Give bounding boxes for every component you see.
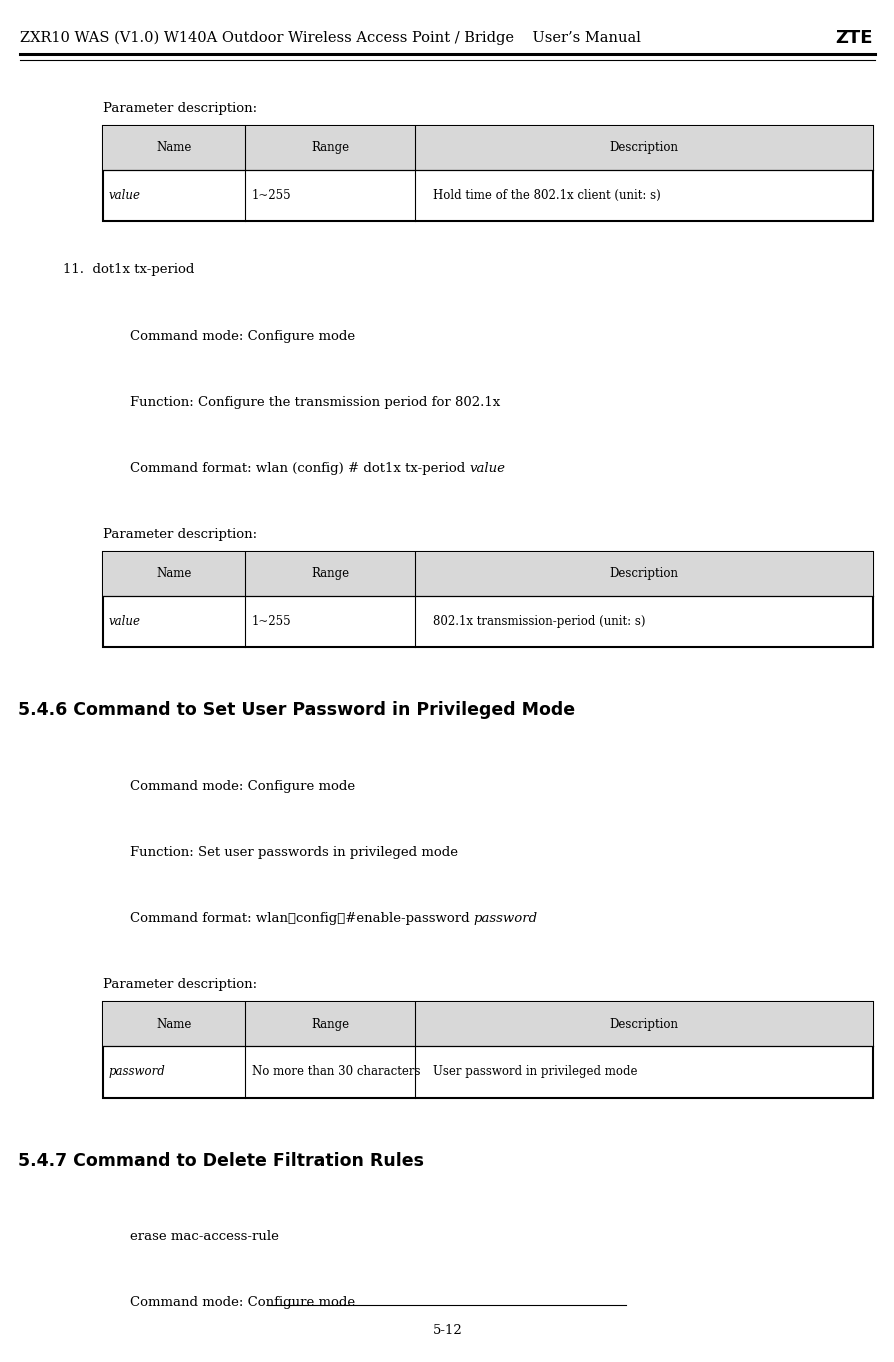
Text: Name: Name xyxy=(156,568,191,580)
Text: Name: Name xyxy=(156,1017,191,1031)
Text: Description: Description xyxy=(609,568,678,580)
Text: erase mac-access-rule: erase mac-access-rule xyxy=(130,1230,278,1244)
Text: 5.4.6 Command to Set User Password in Privileged Mode: 5.4.6 Command to Set User Password in Pr… xyxy=(18,701,574,719)
Text: ZTE: ZTE xyxy=(834,29,872,48)
Text: Command mode: Configure mode: Command mode: Configure mode xyxy=(130,779,355,793)
Text: Name: Name xyxy=(156,142,191,154)
Text: Parameter description:: Parameter description: xyxy=(103,978,257,992)
Text: Range: Range xyxy=(310,568,349,580)
Text: Range: Range xyxy=(310,142,349,154)
Text: 1~255: 1~255 xyxy=(252,616,291,628)
Text: Range: Range xyxy=(310,1017,349,1031)
Text: password: password xyxy=(473,913,537,925)
Text: 5.4.7 Command to Delete Filtration Rules: 5.4.7 Command to Delete Filtration Rules xyxy=(18,1151,424,1170)
Text: value: value xyxy=(468,462,505,475)
Text: Command mode: Configure mode: Command mode: Configure mode xyxy=(130,330,355,343)
Text: Parameter description:: Parameter description: xyxy=(103,102,257,116)
Text: value: value xyxy=(108,616,140,628)
Text: 802.1x transmission-period (unit: s): 802.1x transmission-period (unit: s) xyxy=(433,616,645,628)
Text: ZXR10 WAS (V1.0) W140A Outdoor Wireless Access Point / Bridge    User’s Manual: ZXR10 WAS (V1.0) W140A Outdoor Wireless … xyxy=(20,31,640,45)
Bar xyxy=(103,552,872,647)
Text: Hold time of the 802.1x client (unit: s): Hold time of the 802.1x client (unit: s) xyxy=(433,189,660,202)
Bar xyxy=(103,1002,872,1098)
Text: Parameter description:: Parameter description: xyxy=(103,528,257,541)
Bar xyxy=(103,552,872,595)
Bar xyxy=(103,127,872,170)
Text: 1~255: 1~255 xyxy=(252,189,291,202)
Text: Function: Configure the transmission period for 802.1x: Function: Configure the transmission per… xyxy=(130,396,500,409)
Text: No more than 30 characters: No more than 30 characters xyxy=(252,1065,420,1079)
Text: Command format: wlan (config) # dot1x tx-period: Command format: wlan (config) # dot1x tx… xyxy=(130,462,468,475)
Text: 5-12: 5-12 xyxy=(432,1324,462,1337)
Bar xyxy=(103,1002,872,1046)
Text: Command mode: Configure mode: Command mode: Configure mode xyxy=(130,1297,355,1309)
Text: value: value xyxy=(108,189,140,202)
Text: Description: Description xyxy=(609,1017,678,1031)
Text: Command format: wlan（config）#enable-password: Command format: wlan（config）#enable-pass… xyxy=(130,913,473,925)
Bar xyxy=(103,127,872,222)
Text: Description: Description xyxy=(609,142,678,154)
Text: 11.  dot1x tx-period: 11. dot1x tx-period xyxy=(63,263,194,276)
Text: Function: Set user passwords in privileged mode: Function: Set user passwords in privileg… xyxy=(130,846,457,859)
Text: User password in privileged mode: User password in privileged mode xyxy=(433,1065,637,1079)
Text: password: password xyxy=(108,1065,165,1079)
